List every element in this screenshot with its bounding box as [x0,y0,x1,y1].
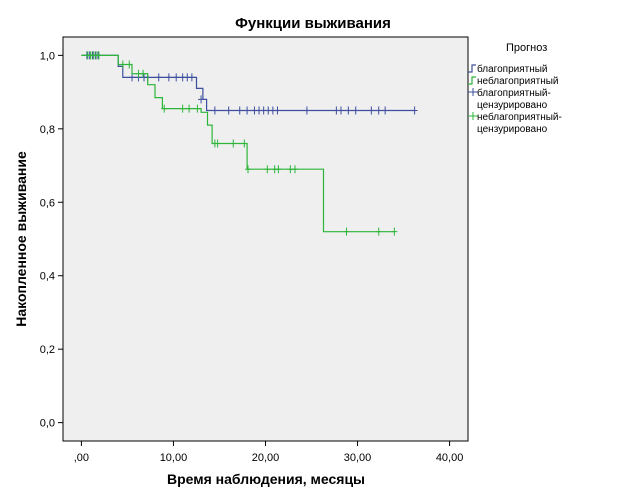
censor-mark [95,51,102,60]
censor-mark [241,139,248,148]
censor-mark [173,73,180,82]
y-tick-label: 0,2 [40,344,55,356]
censor-mark [274,106,281,115]
plot-area [62,36,469,442]
y-axis-title: Накопленное выживание [13,151,29,327]
censor-mark [140,69,147,78]
legend-step-symbol [468,76,476,85]
legend: Прогноз благоприятныйнеблагоприятныйблаг… [468,42,562,135]
censor-mark [368,106,375,115]
censor-mark [264,165,271,174]
censor-mark [411,106,418,115]
legend-label: неблагоприятный [477,75,559,87]
censor-mark [165,73,172,82]
legend-title: Прогноз [506,42,547,54]
y-tick-label: 0,8 [40,124,55,136]
censor-mark [391,227,398,236]
censor-mark [198,95,205,104]
legend-entry: благоприятный [468,63,548,75]
legend-cross-symbol [468,88,478,96]
series-layer [81,51,418,236]
censor-mark [382,106,389,115]
y-tick-label: 0,4 [40,271,55,283]
x-axis-ticks: ,00 10,00 20,00 30,00 40,00 [74,441,464,464]
y-axis-ticks: 0,0 0,2 0,4 0,6 0,8 1,0 [40,50,63,430]
censor-mark [126,60,133,69]
censor-mark [119,60,126,69]
censor-mark [303,106,310,115]
censor-mark [155,73,162,82]
x-tick-label: 10,00 [160,452,188,464]
x-tick-label: 20,00 [252,452,280,464]
legend-label: благоприятный [477,63,548,75]
censor-mark [375,227,382,236]
censor-mark [236,106,243,115]
censor-mark [194,104,201,113]
y-tick-label: 1,0 [40,50,55,62]
censor-mark [129,73,136,82]
x-tick-label: 40,00 [436,452,464,464]
censor-mark [352,106,359,115]
legend-cross-symbol [468,112,478,120]
legend-entry: неблагоприятный-цензурировано [468,111,562,135]
censor-mark [343,227,350,236]
censor-mark [161,104,168,113]
censor-mark [214,139,221,148]
x-tick-label: 30,00 [344,452,372,464]
censor-mark [345,106,352,115]
censor-mark [230,139,237,148]
y-tick-label: 0,0 [40,418,55,430]
x-tick-label: ,00 [74,452,89,464]
censor-mark [188,73,195,82]
censor-mark [186,104,193,113]
censor-mark [179,104,186,113]
legend-label: благоприятный-цензурировано [477,87,551,111]
censor-mark [244,106,251,115]
censor-mark [375,106,382,115]
censor-mark [245,165,252,174]
x-axis-title: Время наблюдения, месяцы [167,471,365,487]
legend-label: неблагоприятный-цензурировано [477,111,562,135]
legend-step-symbol [468,64,476,73]
y-tick-label: 0,6 [40,197,55,209]
censor-mark [337,106,344,115]
legend-entry: благоприятный-цензурировано [468,87,551,111]
censor-mark [211,106,218,115]
censor-mark [275,165,282,174]
legend-entry: неблагоприятный [468,75,559,87]
chart-title: Функции выживания [235,15,391,32]
censor-mark [291,165,298,174]
censor-mark [225,106,232,115]
